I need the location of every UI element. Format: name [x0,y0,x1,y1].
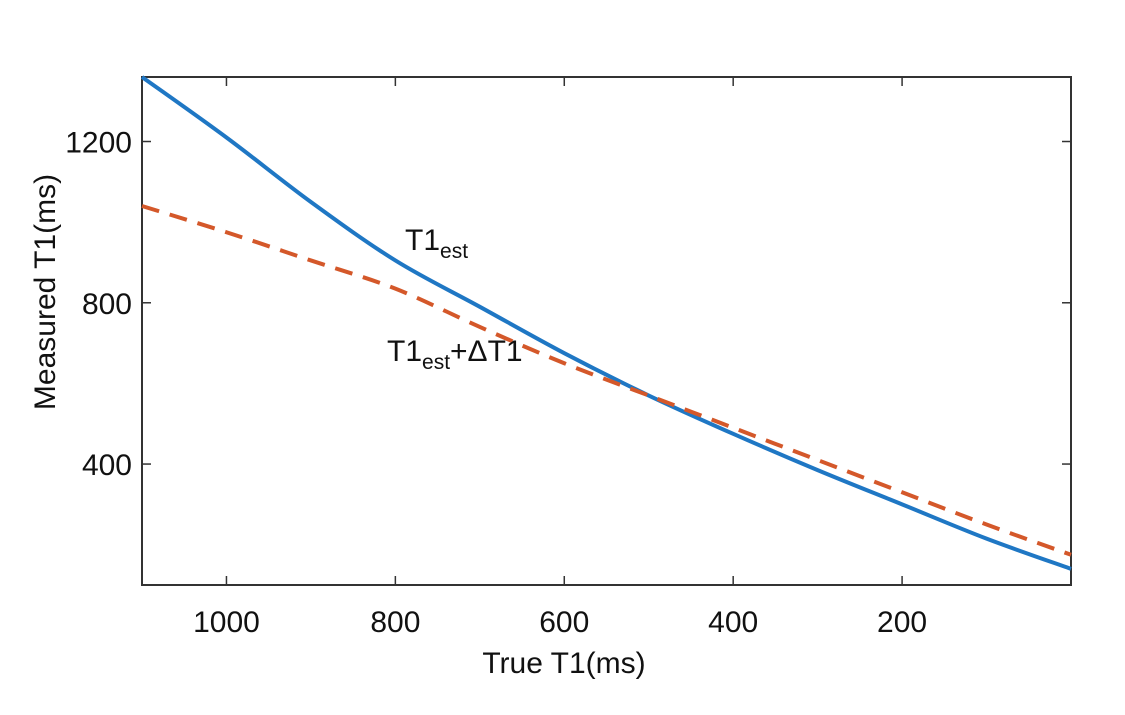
annotation-t1-est-plus-delta: T1est+ΔT1 [387,335,523,374]
y-tick-label: 800 [82,288,132,321]
x-tick-label: 800 [370,606,420,639]
y-axis-label: Measured T1(ms) [29,174,62,410]
x-tick-label: 600 [539,606,589,639]
x-tick-label: 400 [708,606,758,639]
annotation-t1-est: T1est [405,224,468,263]
series-layer [140,75,1072,571]
x-tick-label: 1000 [193,606,260,639]
x-axis-label: True T1(ms) [482,647,645,680]
y-tick-label: 400 [82,449,132,482]
y-tick-label: 1200 [65,127,132,160]
ticks-layer: 1000 800 600 400 200 400 800 1200 [65,77,1071,639]
plot-frame [141,76,1072,586]
series-2-line [141,204,1072,557]
series-1-line [140,75,1072,571]
x-tick-label: 200 [877,606,927,639]
